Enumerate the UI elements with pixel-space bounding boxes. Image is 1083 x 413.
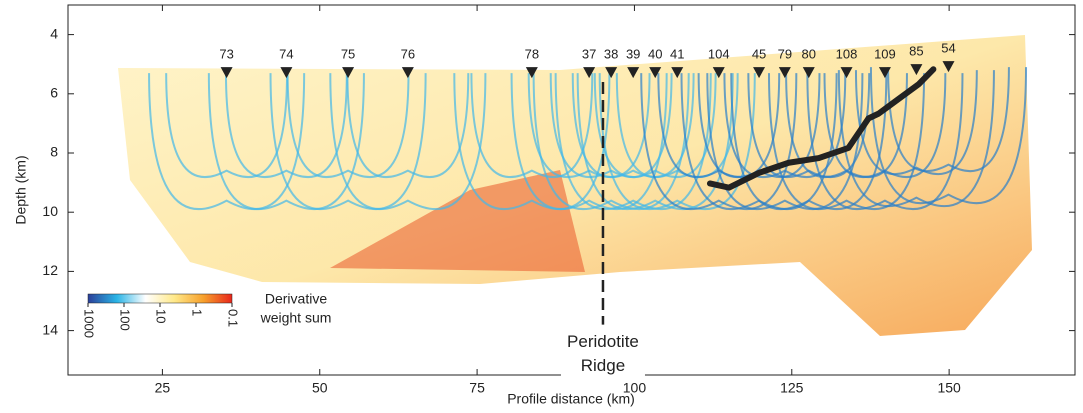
station-label: 38 [604, 47, 618, 62]
station-marker [910, 64, 923, 76]
annotation-bg [560, 330, 645, 353]
x-tick-label: 100 [623, 380, 647, 396]
annotation-bg [560, 354, 645, 377]
colorbar-tick-label: 0.1 [226, 309, 241, 327]
station-marker [280, 67, 293, 79]
coverage-red-wedge [330, 170, 585, 272]
station-label: 54 [941, 41, 955, 56]
y-tick-label: 4 [50, 25, 58, 41]
x-tick-label: 50 [312, 380, 328, 396]
station-marker [649, 67, 662, 79]
station-label: 109 [874, 47, 896, 62]
station-label: 104 [708, 47, 730, 62]
station-marker [627, 67, 640, 79]
station-label: 76 [401, 47, 415, 62]
ray-arc [346, 73, 470, 179]
colorbar-tick-label: 1000 [82, 309, 97, 338]
y-tick-label: 6 [50, 85, 58, 101]
ray-arc [207, 73, 365, 211]
colorbar-title: weight sum [260, 310, 332, 326]
station-label: 75 [341, 47, 355, 62]
ray-arc [571, 73, 695, 179]
coverage-area [118, 35, 1032, 336]
station-marker [942, 61, 955, 73]
ray-arc [615, 73, 739, 179]
y-tick-label: 10 [42, 203, 58, 219]
station-label: 80 [802, 47, 816, 62]
ray-arc [269, 73, 427, 211]
ray-arc [286, 73, 410, 179]
station-label: 79 [778, 47, 792, 62]
station-marker [583, 67, 596, 79]
y-axis-label: Depth (km) [13, 155, 29, 224]
station-marker [342, 67, 355, 79]
ray-arc [854, 70, 978, 176]
annotation: Peridotite [567, 332, 639, 351]
y-tick-label: 8 [50, 144, 58, 160]
station-label: 74 [279, 47, 293, 62]
colorbar-title: Derivative [265, 291, 327, 307]
station-marker [401, 67, 414, 79]
ray-arc [837, 70, 995, 208]
station-label: 78 [525, 47, 539, 62]
station-label: 37 [582, 47, 596, 62]
station-label: 73 [219, 47, 233, 62]
station-marker [671, 67, 684, 79]
x-tick-label: 150 [937, 380, 961, 396]
annotation: Ridge [581, 356, 625, 375]
station-label: 85 [909, 44, 923, 59]
trend-line [706, 66, 937, 191]
colorbar-tick-label: 1 [190, 309, 205, 316]
colorbar-tick-label: 10 [154, 309, 169, 323]
ray-arc [224, 73, 348, 179]
x-tick-label: 75 [469, 380, 485, 396]
ray-arc [598, 73, 756, 211]
x-tick-label: 125 [780, 380, 804, 396]
station-marker [802, 67, 815, 79]
x-tick-label: 25 [155, 380, 171, 396]
station-marker [525, 67, 538, 79]
y-tick-label: 14 [42, 321, 58, 337]
station-marker [878, 67, 891, 79]
ray-arc [706, 73, 864, 211]
ray-arc [470, 73, 594, 179]
station-marker [778, 67, 791, 79]
ray-arc [767, 73, 926, 211]
x-axis-label: Profile distance (km) [507, 391, 635, 407]
station-label: 40 [648, 47, 662, 62]
station-label: 39 [626, 47, 640, 62]
y-tick-label: 12 [42, 262, 58, 278]
station-marker [753, 67, 766, 79]
ray-arc [869, 67, 1028, 205]
station-marker [220, 67, 233, 79]
station-marker [712, 67, 725, 79]
ray-arc [165, 73, 289, 179]
ray-arc [593, 73, 717, 179]
colorbar [87, 293, 233, 304]
ray-arc [730, 73, 888, 211]
ray-arc [148, 73, 306, 211]
station-marker [840, 67, 853, 79]
colorbar-tick-label: 100 [118, 309, 133, 331]
ray-arc [723, 73, 847, 179]
ray-arc [887, 67, 1010, 173]
station-label: 41 [670, 47, 684, 62]
ray-arc [329, 73, 487, 211]
ray-arc [640, 73, 798, 211]
station-marker [605, 67, 618, 79]
station-label: 45 [752, 47, 766, 62]
station-label: 108 [836, 47, 858, 62]
